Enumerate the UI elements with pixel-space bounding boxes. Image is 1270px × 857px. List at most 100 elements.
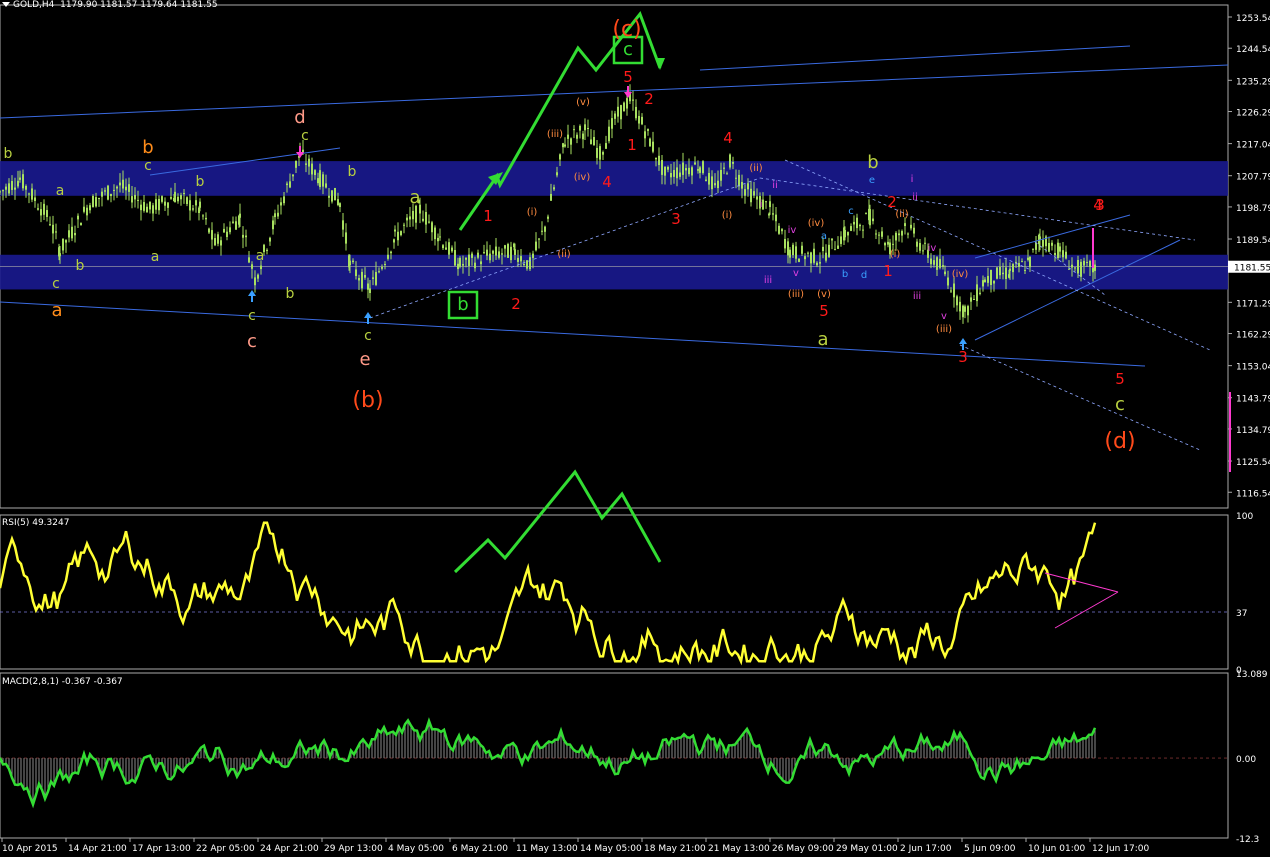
candle-body — [869, 209, 871, 226]
rsi-line — [0, 521, 1097, 666]
candle-body — [186, 197, 188, 204]
candle-body — [922, 250, 924, 252]
wave-label: (ii) — [895, 209, 908, 220]
candle-body — [769, 201, 771, 208]
candle-body — [143, 202, 145, 211]
candle-body — [1018, 262, 1020, 267]
wave-arrow-icon — [296, 152, 304, 158]
candle-body — [970, 297, 972, 302]
wave-label: a — [821, 231, 827, 242]
wave-label: (iii) — [547, 129, 563, 140]
wave-label: a — [51, 300, 62, 321]
wave-label: b — [286, 286, 295, 302]
wave-label: 2 — [887, 193, 897, 211]
candle-body — [59, 253, 61, 257]
candle-body — [699, 167, 701, 173]
wave-labels-group — [447, 35, 644, 320]
candle-body — [238, 215, 240, 225]
wave-label: b — [348, 164, 357, 180]
candle-body — [682, 162, 684, 175]
candle-body — [400, 231, 402, 236]
candle-body — [161, 196, 163, 202]
price-tick-label: 1116.54 — [1236, 489, 1270, 499]
candle-body — [298, 155, 300, 158]
candle-body — [632, 99, 634, 101]
candle-body — [372, 277, 374, 279]
candle-body — [1032, 248, 1034, 250]
candle-body — [223, 228, 225, 233]
candle-body — [510, 246, 512, 261]
wave-label: 2 — [644, 90, 654, 108]
candle-body — [462, 263, 464, 266]
candle-body — [602, 152, 604, 155]
time-tick-label: 29 Apr 13:00 — [324, 844, 383, 854]
wave-label: a — [256, 248, 265, 264]
macd-histogram — [0, 720, 1096, 805]
candle-body — [641, 116, 643, 125]
price-tick-label: 1217.04 — [1236, 141, 1270, 151]
candle-body — [694, 162, 696, 165]
candle-body — [394, 229, 396, 232]
candle-body — [305, 163, 307, 165]
candle-body — [865, 213, 867, 215]
candle-body — [892, 243, 894, 245]
time-tick-label: 29 May 01:00 — [836, 844, 898, 854]
candle-body — [199, 201, 201, 208]
candle-body — [434, 227, 436, 240]
candle-body — [192, 208, 194, 210]
candle-body — [37, 208, 39, 210]
price-tick-label: 1198.79 — [1236, 204, 1270, 214]
candle-body — [541, 230, 543, 232]
wave-label: 4 — [723, 129, 733, 147]
candle-body — [576, 134, 578, 139]
rsi-tick-label: 37 — [1236, 609, 1247, 619]
wave-label: 3 — [1095, 196, 1105, 214]
candle-body — [1077, 259, 1079, 274]
candle-body — [1071, 264, 1073, 268]
candle-body — [155, 199, 157, 210]
candle-body — [611, 118, 613, 129]
candle-body — [92, 195, 94, 208]
candle-body — [43, 203, 45, 215]
candle-body — [759, 196, 761, 209]
candle-body — [629, 92, 631, 102]
candle-body — [691, 167, 693, 176]
wave-label: 1 — [483, 207, 493, 225]
candle-body — [1068, 268, 1070, 270]
candle-body — [226, 231, 228, 237]
projection-arrowhead — [655, 58, 665, 70]
candle-body — [211, 230, 213, 240]
candle-body — [498, 251, 500, 258]
dropdown-triangle-icon[interactable] — [2, 2, 10, 7]
candle-body — [553, 187, 555, 190]
price-tick-label: 1162.29 — [1236, 331, 1270, 341]
wave-label: (v) — [576, 97, 590, 108]
candle-body — [378, 271, 380, 273]
support-zone — [0, 254, 1228, 290]
candle-body — [526, 260, 528, 269]
candle-body — [25, 185, 27, 190]
candle-body — [251, 264, 253, 269]
candle-body — [220, 240, 222, 246]
time-tick-label: 26 May 09:00 — [772, 844, 834, 854]
candle-body — [248, 257, 250, 263]
symbol-header: GOLD,H4 1179.90 1181.57 1179.64 1181.55 — [2, 0, 218, 10]
candle-body — [486, 249, 488, 256]
candle-body — [68, 230, 70, 238]
candle-body — [717, 180, 719, 189]
candle-body — [676, 167, 678, 179]
candle-body — [257, 274, 259, 279]
time-tick-label: 17 Apr 13:00 — [132, 844, 191, 854]
wave-label: v — [793, 268, 799, 279]
wave-label: c — [848, 206, 854, 217]
candle-body — [964, 306, 966, 312]
candle-body — [556, 172, 558, 176]
candle-body — [95, 197, 97, 207]
candle-body — [217, 234, 219, 244]
candle-body — [477, 252, 479, 258]
candle-body — [711, 176, 713, 190]
candle-body — [403, 224, 405, 226]
wave-label: iv — [788, 225, 797, 236]
candle-body — [170, 197, 172, 199]
